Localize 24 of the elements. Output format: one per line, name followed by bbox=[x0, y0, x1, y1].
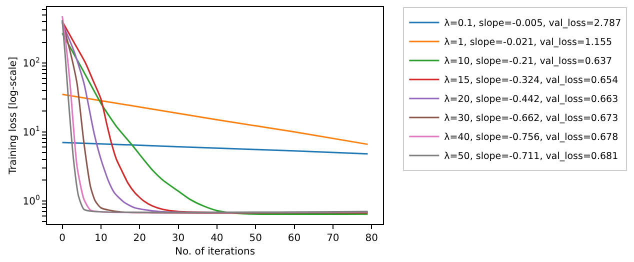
y-axis-title: Training loss [log-scale] bbox=[8, 56, 19, 176]
legend-label: λ=20, slope=-0.442, val_loss=0.663 bbox=[444, 94, 618, 106]
y-tick-label: 10$^{0}$ bbox=[22, 194, 40, 208]
legend-label: λ=40, slope=-0.756, val_loss=0.678 bbox=[444, 132, 618, 144]
line-series bbox=[62, 94, 368, 146]
legend-label: λ=1, slope=-0.021, val_loss=1.155 bbox=[444, 37, 612, 48]
x-tick-label: 20 bbox=[133, 233, 146, 244]
legend-label: λ=0.1, slope=-0.005, val_loss=2.787 bbox=[444, 18, 622, 30]
x-tick-label: 60 bbox=[288, 233, 301, 244]
x-axis-title: No. of iterations bbox=[174, 246, 256, 258]
x-tick-label: 30 bbox=[172, 233, 185, 244]
y-tick-label: 10$^{2}$ bbox=[22, 56, 40, 70]
legend-label: λ=15, slope=-0.324, val_loss=0.654 bbox=[444, 75, 618, 86]
legend-label: λ=30, slope=-0.662, val_loss=0.673 bbox=[444, 113, 618, 124]
x-tick-label: 70 bbox=[326, 233, 340, 244]
x-tick-label: 50 bbox=[249, 233, 262, 244]
x-tick-label: 10 bbox=[94, 233, 108, 244]
x-tick-label: 40 bbox=[210, 233, 224, 244]
legend-label: λ=50, slope=-0.711, val_loss=0.681 bbox=[444, 151, 618, 162]
y-tick-label: 10$^{1}$ bbox=[22, 125, 40, 138]
line-series bbox=[62, 142, 368, 155]
x-tick-label: 0 bbox=[59, 233, 66, 244]
legend-label: λ=10, slope=-0.21, val_loss=0.637 bbox=[444, 56, 612, 68]
x-tick-label: 80 bbox=[365, 233, 378, 244]
